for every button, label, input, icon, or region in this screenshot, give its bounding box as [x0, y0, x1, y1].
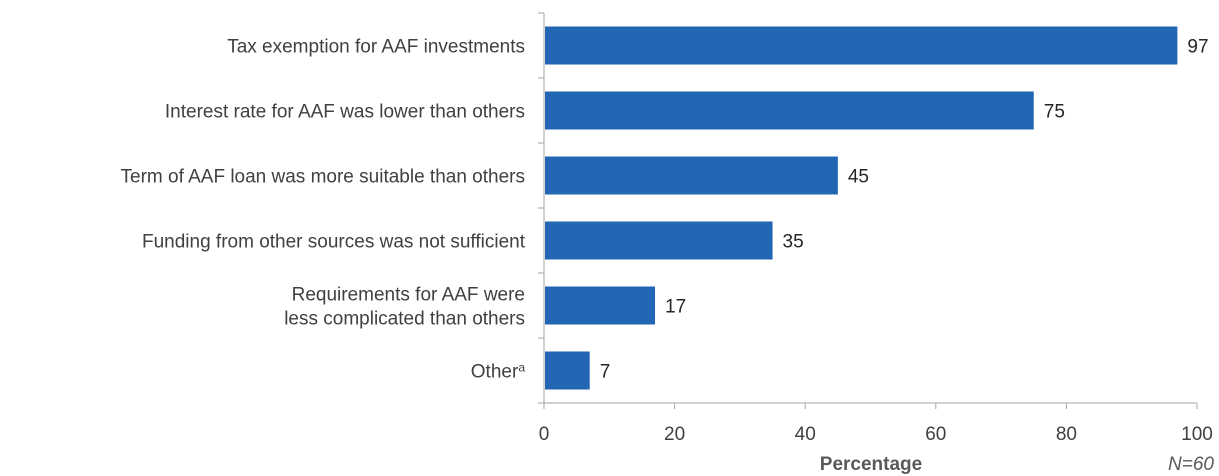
- data-labels-group: 97 75 45 35 17 7: [600, 37, 1209, 383]
- bar: [545, 156, 838, 195]
- category-label: Interest rate for AAF was lower than oth…: [165, 102, 525, 123]
- data-label: 17: [665, 297, 686, 318]
- bar: [545, 286, 656, 325]
- category-label: Requirements for AAF were less complicate…: [284, 285, 525, 330]
- data-label: 75: [1044, 102, 1065, 123]
- bar: [545, 221, 773, 260]
- x-axis-title: Percentage: [820, 454, 922, 475]
- x-tick-label: 40: [795, 424, 816, 445]
- category-labels-group: Tax exemption for AAF investments Interes…: [121, 37, 526, 383]
- data-label: 35: [783, 232, 804, 253]
- bar: [545, 351, 590, 390]
- category-label: Term of AAF loan was more suitable than …: [121, 167, 525, 188]
- category-label: Funding from other sources was not suffi…: [142, 232, 526, 253]
- x-tick-label: 100: [1181, 424, 1213, 445]
- bar: [545, 91, 1034, 130]
- data-label: 45: [848, 167, 869, 188]
- data-label: 7: [600, 362, 611, 383]
- bar: [545, 26, 1178, 65]
- category-label: Tax exemption for AAF investments: [227, 37, 525, 58]
- axes-group: 0 20 40 60 80 100: [538, 12, 1213, 445]
- data-label: 97: [1187, 37, 1208, 58]
- bars-group: [545, 26, 1178, 390]
- x-tick-label: 80: [1056, 424, 1077, 445]
- x-tick-label: 60: [925, 424, 946, 445]
- sample-size-note: N=60: [1168, 454, 1214, 475]
- category-label: Othera: [471, 361, 526, 383]
- x-tick-label: 20: [664, 424, 685, 445]
- x-tick-label: 0: [539, 424, 550, 445]
